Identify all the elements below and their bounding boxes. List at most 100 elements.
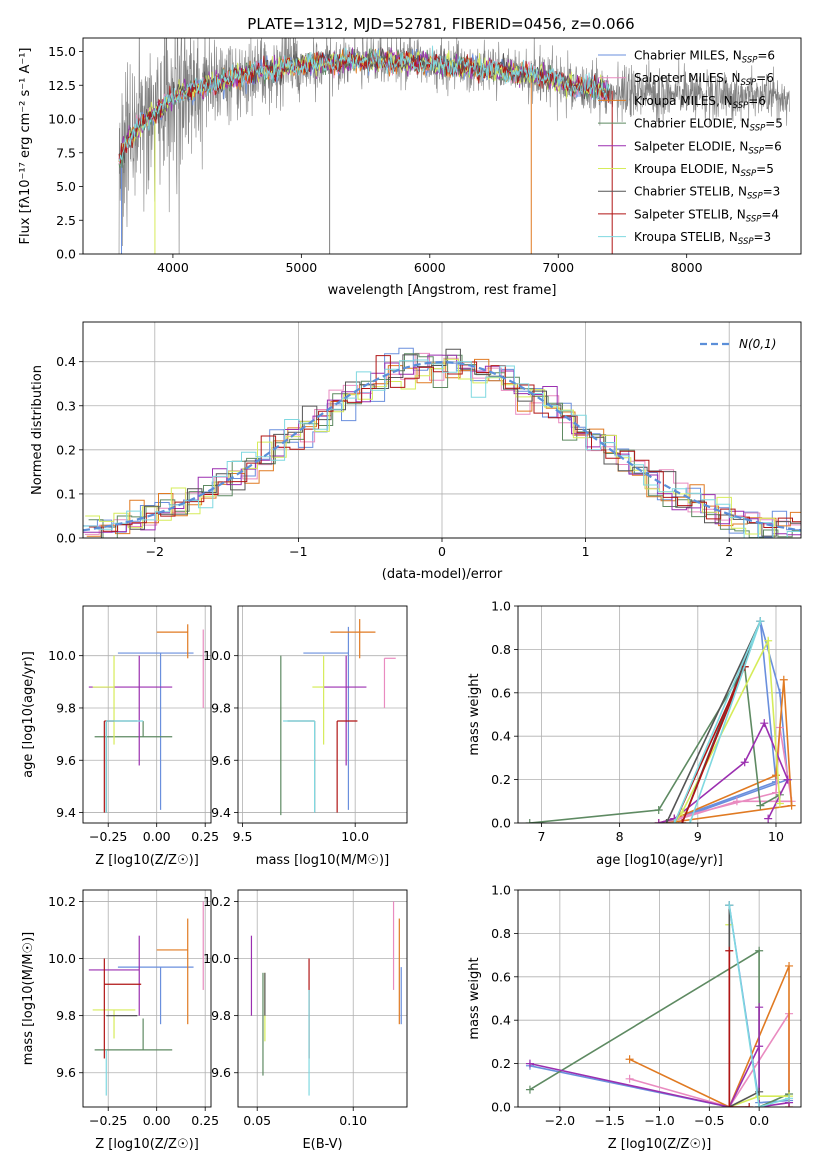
legend-normal-label: N(0,1) (739, 337, 776, 351)
x-tick-label: 0.25 (191, 1113, 219, 1128)
y-tick-label: 0.6 (491, 969, 511, 984)
x-tick-label: −0.25 (89, 1113, 127, 1128)
weight-line-chabrier_elodie (529, 664, 781, 823)
errorbar-kroupa_elodie (92, 1009, 136, 1039)
residuals-frame (82, 321, 802, 539)
errorbar-chabrier_miles (117, 652, 194, 810)
y-tick-label: 0.4 (491, 1013, 511, 1028)
y-tick-label: 10.0 (203, 648, 231, 663)
weight-marker-kroupa_miles (785, 961, 794, 970)
y-tick-label: 5.0 (56, 179, 76, 194)
weight-marker-kroupa_stelib (670, 819, 679, 823)
y-tick-label: 0.2 (491, 1056, 511, 1071)
weight-marker-chabrier_elodie (654, 805, 663, 814)
weight-line-kroupa_elodie (673, 637, 781, 823)
age_vs_mass-frame (237, 605, 408, 824)
mass_vs_Z-ylabel: mass [log10(M/M☉)] (21, 932, 36, 1065)
weight-marker-salpeter_elodie (525, 1059, 534, 1068)
y-tick-label: 0.0 (491, 816, 511, 831)
x-tick-label: 10 (768, 829, 784, 844)
hist-salpeter_stelib (88, 355, 801, 532)
hist-kroupa_miles (86, 358, 801, 537)
residuals-axes: −2 −1 0 1 2 0.0 0.1 0.2 0.3 0.4 (56, 322, 801, 559)
legend-label-salpeter_elodie: Salpeter ELODIE, NSSP=6 (634, 139, 782, 156)
age_vs_mass-xlabel: mass [log10(M/M☉)] (256, 853, 389, 868)
x-tick-label: −1.5 (594, 1113, 624, 1128)
legend-label-salpeter_stelib: Salpeter STELIB, NSSP=4 (634, 207, 779, 224)
weight-marker-salpeter_elodie (654, 819, 663, 823)
weight-marker-salpeter_elodie (755, 1003, 764, 1012)
errorbar-kroupa_elodie (312, 655, 325, 745)
weight_vs_Z-frame (517, 889, 802, 1108)
weight-line-salpeter_stelib (728, 950, 750, 1107)
mass_vs_Z-axes: −0.25 0.00 0.25 9.6 9.8 10.0 10.2 (48, 890, 219, 1128)
x-tick-label: 5000 (285, 260, 317, 275)
x-tick-label: −2 (146, 544, 164, 559)
y-tick-label: 0.1 (56, 486, 76, 501)
mass_vs_ebv-xlabel: E(B-V) (302, 1137, 342, 1152)
spectrum-ylabel: Flux [fλ10⁻¹⁷ erg cm⁻² s⁻¹ A⁻¹] (18, 48, 33, 245)
weight_vs_age-ylabel: mass weight (467, 673, 482, 755)
hist-chabrier_elodie (88, 353, 801, 538)
spectrum-axes: 4000 5000 6000 7000 8000 0.0 2.5 5.0 7.5 10.0 12.5… (48, 44, 702, 275)
y-tick-label: 10.2 (48, 894, 76, 909)
errorbar-chabrier_stelib (105, 720, 138, 813)
mass_vs_ebv-axes: 0.05 0.10 9.6 9.8 10.0 10.2 (203, 890, 407, 1128)
weight-marker-salpeter_elodie (755, 1042, 764, 1051)
x-tick-label: −1 (289, 544, 307, 559)
y-tick-label: 0.6 (491, 685, 511, 700)
x-tick-label: 2 (725, 544, 733, 559)
y-tick-label: 9.6 (56, 753, 76, 768)
x-tick-label: 0.00 (143, 829, 171, 844)
weight_vs_Z-xlabel: Z [log10(Z/Z☉)] (608, 1137, 712, 1152)
weight-marker-salpeter_elodie (783, 775, 792, 784)
legend-label-chabrier_stelib: Chabrier STELIB, NSSP=3 (634, 185, 780, 202)
weight-marker-kroupa_stelib (725, 901, 734, 910)
x-tick-label: 0.00 (143, 1113, 171, 1128)
x-tick-label: 1 (582, 544, 590, 559)
errorbar-chabrier_stelib (287, 720, 316, 813)
y-tick-label: 0.4 (56, 354, 76, 369)
weight-line-kroupa_stelib (728, 905, 790, 1107)
y-tick-label: 0.0 (56, 247, 76, 262)
x-tick-label: 8000 (671, 260, 703, 275)
spectrum-frame (82, 37, 802, 255)
y-tick-label: 9.8 (56, 700, 76, 715)
weight-marker-salpeter_stelib (678, 819, 687, 823)
mass_vs_Z-xlabel: Z [log10(Z/Z☉)] (95, 1137, 199, 1152)
legend-label-kroupa_elodie: Kroupa ELODIE, NSSP=5 (634, 162, 774, 179)
weight-marker-chabrier_elodie (525, 1085, 534, 1094)
x-tick-label: 9 (694, 829, 702, 844)
weight-marker-chabrier_elodie (755, 946, 764, 955)
hist-kroupa_stelib (83, 359, 801, 538)
x-tick-label: 0.05 (243, 1113, 271, 1128)
x-tick-label: 0.0 (749, 1113, 769, 1128)
mass_vs_ebv-frame (237, 889, 408, 1108)
x-tick-label: 7000 (542, 260, 574, 275)
weight_vs_Z-ylabel: mass weight (467, 957, 482, 1039)
errorbar-salpeter_stelib (103, 958, 142, 1059)
weight-marker-salpeter_elodie (760, 719, 769, 728)
weight-marker-salpeter_stelib (745, 1103, 754, 1107)
y-tick-label: 9.8 (211, 700, 231, 715)
errorbar-chabrier_elodie (94, 1018, 173, 1051)
errorbar-salpeter_miles (383, 657, 396, 708)
x-tick-label: 6000 (414, 260, 446, 275)
errorbar-kroupa_miles (156, 918, 189, 1025)
age_vs_Z-axes: −0.25 0.00 0.25 9.4 9.6 9.8 10.0 (48, 606, 219, 844)
mass_vs_Z-frame (82, 889, 212, 1108)
y-tick-label: 0.8 (491, 926, 511, 941)
x-tick-label: 9.5 (233, 829, 253, 844)
weight-marker-kroupa_miles (779, 675, 788, 684)
errorbar-salpeter_elodie (88, 935, 140, 1016)
weight-marker-chabrier_elodie (525, 819, 534, 823)
weight-marker-salpeter_miles (625, 1074, 634, 1083)
x-tick-label: −0.25 (89, 829, 127, 844)
legend-label-chabrier_miles: Chabrier MILES, NSSP=6 (634, 49, 775, 66)
weight_vs_age-xlabel: age [log10(age/yr)] (596, 853, 723, 868)
weight-marker-salpeter_elodie (764, 814, 773, 823)
y-tick-label: 1.0 (491, 883, 511, 898)
residuals-xlabel: (data-model)/error (382, 567, 503, 582)
y-tick-label: 10.0 (48, 951, 76, 966)
